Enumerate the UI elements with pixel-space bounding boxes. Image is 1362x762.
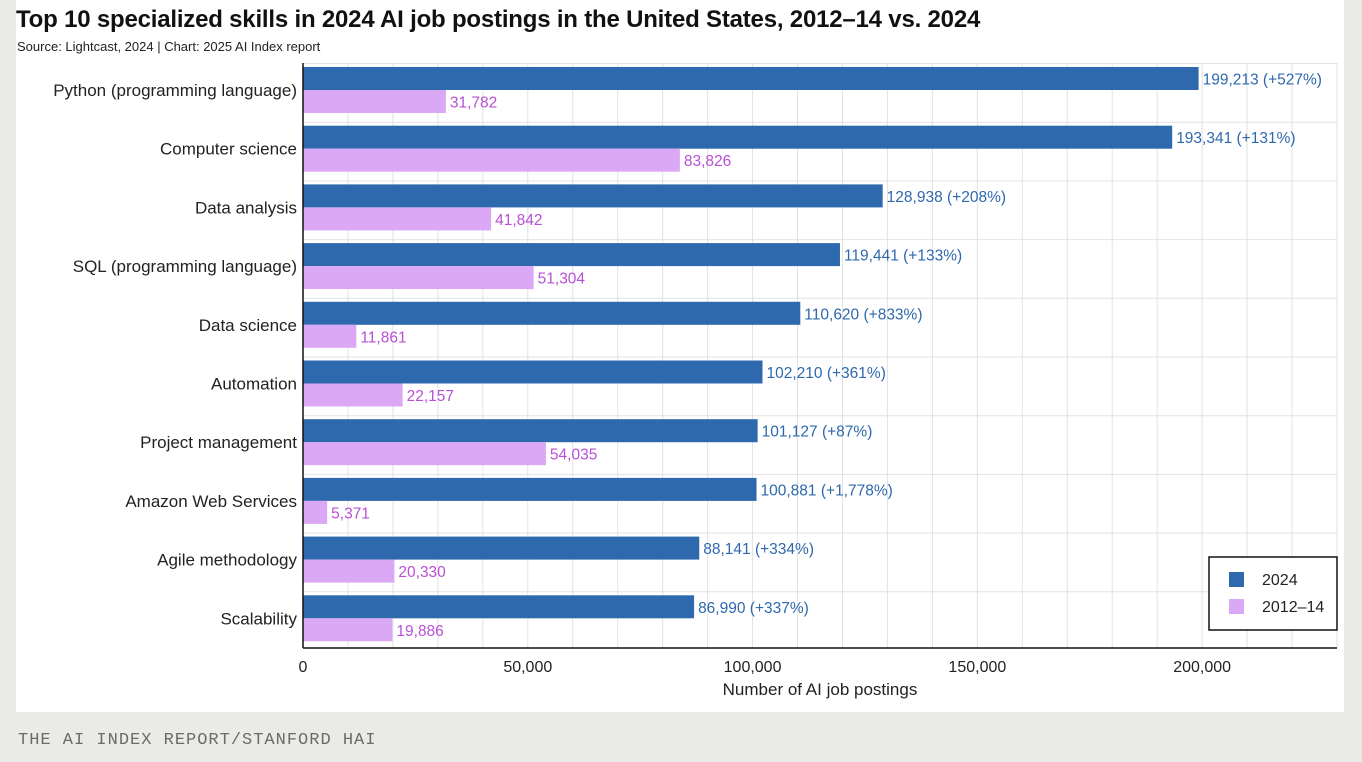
- legend-label-2012-14: 2012–14: [1262, 599, 1324, 616]
- bar-2012-14: [303, 148, 680, 172]
- data-labels: Python (programming language) 199,213 (+5…: [53, 72, 1322, 640]
- bar-2024: [303, 419, 758, 443]
- bar-2012-14: [303, 90, 446, 113]
- data-label-2024: 86,990 (+337%): [698, 600, 809, 617]
- data-label-2024: 102,210 (+361%): [767, 365, 886, 382]
- category-label: Scalability: [220, 609, 297, 628]
- category-label: Data science: [199, 316, 297, 335]
- x-tick-label: 50,000: [503, 659, 552, 676]
- bar-2024: [303, 67, 1199, 90]
- category-label: Computer science: [160, 140, 297, 159]
- legend-swatch-2024: [1229, 572, 1244, 587]
- bar-2024: [303, 536, 700, 560]
- bar-2012-14: [303, 383, 403, 407]
- data-label-2012-14: 19,886: [396, 623, 443, 640]
- data-label-2024: 128,938 (+208%): [887, 189, 1006, 206]
- chart-subtitle: Source: Lightcast, 2024 | Chart: 2025 AI…: [17, 39, 321, 54]
- bars: [303, 67, 1199, 642]
- data-label-2024: 110,620 (+833%): [804, 306, 922, 323]
- data-label-2012-14: 41,842: [495, 212, 542, 229]
- legend-box: [1208, 556, 1338, 631]
- data-label-2012-14: 11,861: [360, 329, 406, 346]
- bar-2012-14: [303, 618, 393, 642]
- data-label-2024: 88,141 (+334%): [703, 541, 814, 558]
- category-label: Python (programming language): [53, 81, 297, 100]
- category-label: Data analysis: [195, 198, 297, 217]
- legend: 2024 2012–14: [1208, 556, 1338, 631]
- bar-2012-14: [303, 266, 534, 290]
- x-tick-label: 100,000: [724, 659, 782, 676]
- category-label: SQL (programming language): [73, 257, 297, 276]
- bar-2024: [303, 360, 763, 384]
- data-label-2024: 101,127 (+87%): [762, 424, 873, 441]
- bar-2024: [303, 301, 801, 325]
- category-label: Agile methodology: [157, 551, 297, 570]
- category-label: Automation: [211, 375, 297, 394]
- bar-2012-14: [303, 500, 328, 524]
- data-label-2012-14: 54,035: [550, 447, 597, 464]
- data-label-2012-14: 20,330: [398, 564, 446, 581]
- data-label-2024: 100,881 (+1,778%): [761, 482, 893, 499]
- footer-credit: THE AI INDEX REPORT/STANFORD HAI: [18, 731, 377, 750]
- bar-2024: [303, 243, 840, 267]
- x-axis-label: Number of AI job postings: [723, 680, 918, 699]
- data-label-2012-14: 22,157: [407, 388, 454, 405]
- x-tick-label: 200,000: [1173, 659, 1231, 676]
- chart-title: Top 10 specialized skills in 2024 AI job…: [16, 6, 981, 33]
- data-label-2024: 193,341 (+131%): [1176, 130, 1295, 147]
- bar-2024: [303, 477, 757, 501]
- bar-2012-14: [303, 559, 395, 583]
- category-label: Amazon Web Services: [125, 492, 297, 511]
- data-label-2024: 119,441 (+133%): [844, 248, 962, 265]
- legend-swatch-2012-14: [1229, 599, 1244, 614]
- category-label: Project management: [140, 433, 297, 452]
- legend-label-2024: 2024: [1262, 572, 1298, 589]
- data-label-2012-14: 5,371: [331, 505, 370, 522]
- bar-2024: [303, 125, 1173, 149]
- x-tick-label: 0: [299, 659, 308, 676]
- data-label-2012-14: 83,826: [684, 153, 731, 170]
- bar-2012-14: [303, 324, 357, 348]
- data-label-2024: 199,213 (+527%): [1203, 72, 1322, 89]
- axes: 0 50,000 100,000 150,000 200,000 Number of AI…: [299, 63, 1337, 699]
- data-label-2012-14: 51,304: [538, 271, 586, 288]
- bar-2012-14: [303, 207, 492, 231]
- x-tick-label: 150,000: [948, 659, 1006, 676]
- data-label-2012-14: 31,782: [450, 95, 497, 112]
- bar-2024: [303, 595, 695, 619]
- bar-2012-14: [303, 442, 546, 466]
- chart-card: [16, 0, 1344, 712]
- bar-2024: [303, 184, 883, 208]
